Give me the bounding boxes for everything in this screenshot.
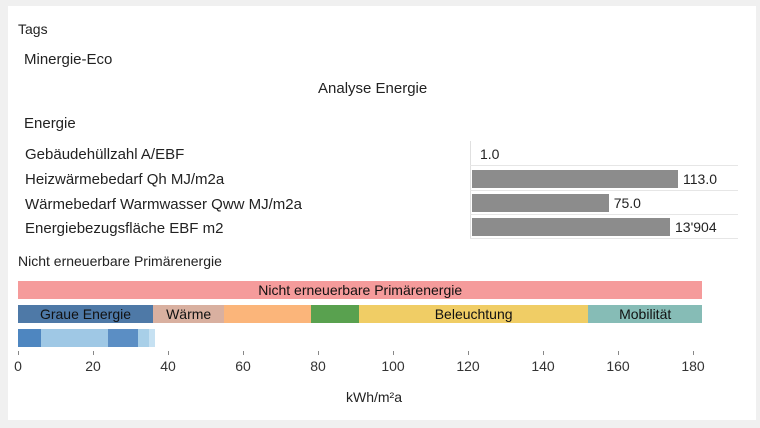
sub-segment[interactable] (40, 329, 108, 347)
x-tick-label: 100 (381, 358, 405, 374)
segment-label: Wärme (166, 306, 212, 322)
energy-segment[interactable]: Wärme (153, 305, 225, 323)
section-energie-label: Energie (24, 115, 76, 132)
x-tick-label: 40 (160, 358, 176, 374)
sub-segment[interactable] (108, 329, 138, 347)
energy-segment[interactable] (224, 305, 311, 323)
x-tick-label: 180 (681, 358, 705, 374)
row-divider (470, 214, 738, 215)
tag-filter-value[interactable]: Minergie-Eco (24, 51, 113, 68)
metric-value: 1.0 (480, 146, 500, 162)
sub-segment[interactable] (138, 329, 150, 347)
x-tick-label: 80 (310, 358, 326, 374)
metric-value: 13'904 (675, 219, 717, 235)
x-tick-label: 140 (531, 358, 555, 374)
x-tick-label: 160 (606, 358, 630, 374)
x-tick-label: 120 (456, 358, 480, 374)
x-tick-label: 20 (85, 358, 101, 374)
table-divider (470, 141, 471, 238)
x-tick (543, 351, 544, 355)
analysis-title: Analyse Energie (318, 80, 428, 97)
x-tick (243, 351, 244, 355)
x-tick (93, 351, 94, 355)
energy-segment[interactable]: Mobilität (588, 305, 703, 323)
row-divider (470, 190, 738, 191)
metric-label: Energiebezugsfläche EBF m2 (25, 220, 224, 237)
x-tick-label: 0 (14, 358, 22, 374)
x-tick (18, 351, 19, 355)
x-tick (468, 351, 469, 355)
total-primary-energy-bar[interactable]: Nicht erneuerbare Primärenergie (18, 281, 703, 299)
metric-bar[interactable] (472, 194, 609, 212)
primary-energy-section-label: Nicht erneuerbare Primärenergie (18, 253, 222, 269)
sub-segment[interactable] (18, 329, 41, 347)
segment-label: Mobilität (619, 306, 672, 322)
energy-segment[interactable] (310, 305, 360, 323)
total-bar-label: Nicht erneuerbare Primärenergie (258, 282, 463, 298)
metric-label: Gebäudehüllzahl A/EBF (25, 146, 185, 163)
x-tick (168, 351, 169, 355)
metric-label: Wärmebedarf Warmwasser Qww MJ/m2a (25, 196, 302, 213)
x-tick (618, 351, 619, 355)
x-tick (393, 351, 394, 355)
row-divider (470, 165, 738, 166)
metric-value: 113.0 (683, 171, 717, 187)
metric-label: Heizwärmebedarf Qh MJ/m2a (25, 171, 225, 188)
x-tick (693, 351, 694, 355)
energy-segment[interactable]: Graue Energie (18, 305, 153, 323)
dashboard-panel (8, 6, 756, 420)
row-divider (470, 238, 738, 239)
metric-bar[interactable] (472, 218, 670, 236)
tags-label: Tags (18, 21, 48, 37)
x-tick-label: 60 (235, 358, 251, 374)
energy-segment[interactable]: Beleuchtung (359, 305, 588, 323)
metric-bar[interactable] (472, 170, 678, 188)
metric-value: 75.0 (613, 195, 641, 211)
x-axis-label: kWh/m²a (346, 389, 402, 405)
sub-segment[interactable] (149, 329, 155, 347)
segment-label: Graue Energie (39, 306, 132, 322)
segment-label: Beleuchtung (434, 306, 513, 322)
x-tick (318, 351, 319, 355)
